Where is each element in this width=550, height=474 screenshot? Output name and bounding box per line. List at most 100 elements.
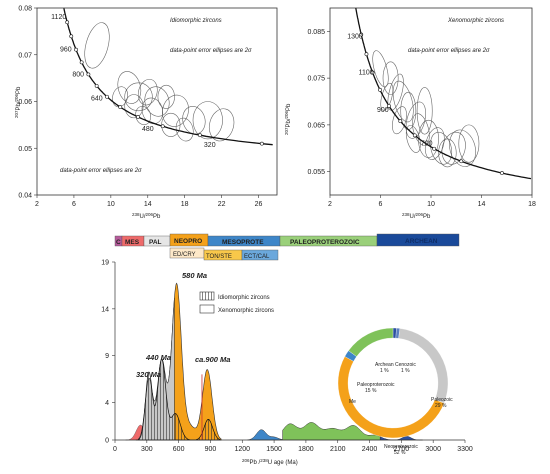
x-tick-label: 18 <box>528 201 536 208</box>
error-ellipse <box>392 80 414 123</box>
concordia-node <box>412 133 417 138</box>
y-tick-label: 0.065 <box>307 122 325 129</box>
concordia-age-label: 480 <box>142 126 154 133</box>
donut-slice-paleoproterozoic <box>348 327 394 357</box>
concordia-node <box>370 70 375 75</box>
legend-label-idiomorphic: Idiomorphic zircons <box>218 295 270 301</box>
panel-title-left: Idiomorphic zircons <box>170 18 222 24</box>
concordia-age-label: 1120 <box>51 14 66 21</box>
x-tick-label: 2700 <box>394 446 410 453</box>
y-tick-label: 0.08 <box>18 6 32 13</box>
x-tick-label: 900 <box>205 446 217 453</box>
error-ellipse <box>418 119 439 158</box>
x-axis-label-right: 238U/206Pb <box>402 212 431 220</box>
concordia-node <box>432 146 437 151</box>
axes-bottom: 0 300 600 900 1200 1500 1800 2100 2400 2700 3000 33… <box>101 260 473 454</box>
error-ellipse <box>135 105 151 126</box>
error-ellipse <box>382 61 399 95</box>
x-tick-label: 600 <box>173 446 185 453</box>
concordia-node <box>118 105 123 109</box>
concordia-node <box>69 34 74 39</box>
error-ellipse <box>175 117 194 142</box>
kde-fills <box>125 282 423 441</box>
concordia-node <box>378 87 382 92</box>
donut-pct-cenozoic: 1 % <box>401 368 410 374</box>
x-tick-label: 2400 <box>362 446 378 453</box>
legend-swatch-xenomorphic <box>199 304 215 314</box>
annotation-bottom-left: data-point error ellipses are 2σ <box>60 168 142 174</box>
ts-label-tonste: TON/STE <box>206 254 232 260</box>
concordia-node <box>74 47 78 52</box>
concordia-node <box>198 133 202 138</box>
concordia-node <box>65 20 70 25</box>
concordia-age-label: 960 <box>60 47 72 54</box>
donut-label-paleozoic: Paleozoic <box>431 397 453 403</box>
concordia-node <box>105 94 109 99</box>
donut-label-archean: Archean <box>375 362 394 368</box>
error-ellipse <box>405 101 426 139</box>
peak-label-440: 440 Ma <box>145 353 171 362</box>
error-ellipse <box>117 71 142 104</box>
error-ellipse <box>157 84 175 109</box>
y-tick-label: 0.075 <box>307 76 325 83</box>
ts-label-archean: ARCHEAN <box>405 238 438 245</box>
x-tick-label: 10 <box>107 201 115 208</box>
axes-right: 2 6 10 14 18 0.055 0.065 0.075 0.085 <box>307 29 536 208</box>
donut-pct-paleoproterozoic: 15 % <box>365 388 377 394</box>
error-ellipse <box>141 97 164 125</box>
x-tick-label: 22 <box>218 201 226 208</box>
concordia-node <box>86 72 91 77</box>
x-tick-label: 2 <box>328 201 332 208</box>
error-ellipse <box>162 94 189 127</box>
concordia-nodes-left: 1120 960 800 640 480 320 <box>51 14 264 149</box>
x-tick-label: 0 <box>113 446 117 453</box>
annotation-top-right: data-point error ellipses are 2σ <box>408 48 490 54</box>
error-ellipse <box>424 127 445 160</box>
x-tick-label: 300 <box>141 446 153 453</box>
x-tick-label: 26 <box>255 201 263 208</box>
ts-ectcal <box>241 249 279 261</box>
y-tick-label: 0 <box>105 438 109 445</box>
kde-paleoproterozoic <box>282 422 381 441</box>
concordia-age-label: 1100 <box>359 70 374 77</box>
y-tick-label: 0.07 <box>18 52 32 59</box>
kde-archean <box>379 436 423 441</box>
ts-label-ectcal: ECT/CAL <box>244 254 270 260</box>
concordia-node <box>459 159 464 164</box>
x-tick-label: 10 <box>427 201 435 208</box>
concordia-node <box>398 119 403 124</box>
panel-idiomorphic: Idiomorphic zircons data-point error ell… <box>14 6 278 220</box>
error-ellipse <box>112 86 128 108</box>
error-ellipse <box>84 22 110 69</box>
kde-neoproterozoic <box>167 282 222 441</box>
ts-label-pal: PAL <box>149 239 162 246</box>
error-ellipse <box>192 101 223 140</box>
legend-swatch-idiomorphic <box>199 291 215 301</box>
concordia-age-label: 1300 <box>347 34 363 41</box>
panel-xenomorphic: Xenomorphic zircons data-point error ell… <box>284 7 536 220</box>
concordia-age-label: 900 <box>377 107 389 114</box>
peak-label-580: 580 Ma <box>182 271 207 280</box>
error-ellipse <box>458 124 480 163</box>
concordia-age-label: 800 <box>72 71 84 78</box>
y-tick-label: 0.05 <box>18 146 32 153</box>
x-tick-label: 3000 <box>425 446 441 453</box>
donut-slices <box>337 327 449 439</box>
ts-label-paleoproterozoic: PALEOPROTEROZOIC <box>290 239 360 246</box>
legend-label-xenomorphic: Xenomorphic zircons <box>218 308 274 314</box>
kde-idiomorphic <box>135 358 222 441</box>
ts-label-neopro: NEOPRO <box>174 238 202 245</box>
x-tick-label: 6 <box>72 201 76 208</box>
y-axis-label-left: 207Pb/206Pb <box>14 86 22 118</box>
concordia-curve-right <box>355 7 532 180</box>
error-ellipse <box>392 106 407 135</box>
donut-pct-archean: 1 % <box>380 368 389 374</box>
x-tick-label: 2 <box>35 201 39 208</box>
peak-label-320: 320 Ma <box>136 370 161 379</box>
y-tick-label: 4 <box>105 400 109 407</box>
error-ellipse <box>449 129 476 167</box>
donut-label-neoproterozoic: Neoproterozoic <box>384 444 418 450</box>
error-ellipse <box>441 131 466 165</box>
x-tick-label: 1800 <box>298 446 314 453</box>
concordia-age-label: 320 <box>204 142 216 149</box>
